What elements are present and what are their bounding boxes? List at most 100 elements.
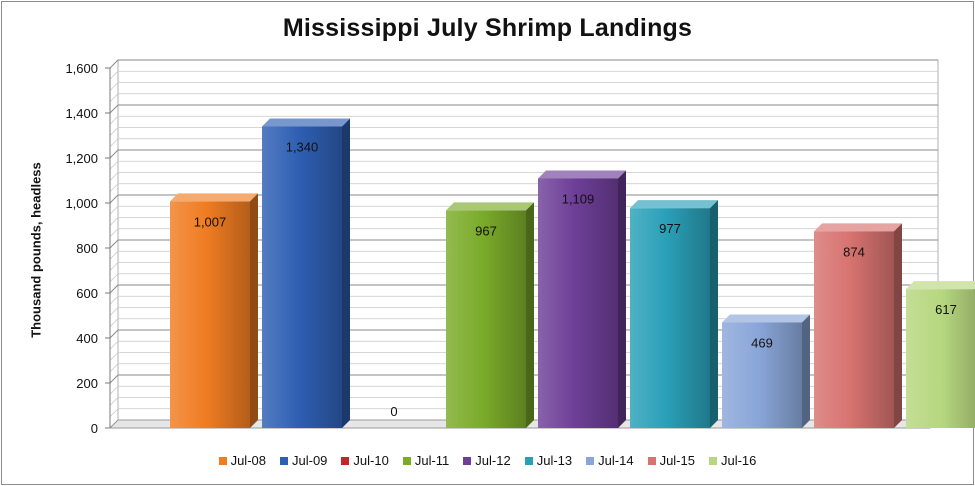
legend-swatch	[280, 456, 288, 465]
minor-gridline	[109, 363, 119, 373]
minor-gridline	[109, 408, 119, 418]
bar	[538, 178, 618, 428]
bar-top	[446, 202, 534, 211]
y-tick-label: 200	[76, 376, 98, 391]
bar-top	[262, 118, 350, 127]
legend-item: Jul-11	[402, 453, 450, 468]
legend-label: Jul-08	[230, 453, 266, 468]
chart-title: Mississippi July Shrimp Landings	[282, 14, 693, 42]
legend-swatch	[586, 456, 595, 465]
minor-gridline	[109, 82, 119, 91]
bar	[906, 289, 975, 428]
minor-gridline	[109, 93, 119, 103]
legend-item: Jul-13	[524, 453, 573, 468]
legend-swatch	[218, 456, 227, 465]
bar-top	[170, 193, 258, 202]
bar-side	[894, 223, 902, 428]
bar-side	[618, 170, 626, 428]
bar	[262, 126, 342, 428]
y-tick-label: 1,600	[65, 61, 98, 76]
gridline	[109, 284, 119, 294]
legend-item: Jul-16	[708, 453, 757, 468]
legend-item: Jul-10	[341, 453, 389, 468]
y-tick-label: 1,400	[65, 106, 98, 121]
legend-item: Jul-15	[647, 453, 695, 468]
legend-label: Jul-10	[353, 453, 389, 468]
bar	[814, 231, 894, 428]
bar	[170, 201, 250, 428]
y-tick-label: 800	[76, 241, 98, 256]
gridline	[109, 374, 119, 384]
bar-side	[526, 202, 534, 428]
minor-gridline	[109, 397, 119, 406]
minor-gridline	[109, 160, 119, 170]
data-label: 617	[935, 302, 957, 317]
legend-label: Jul-11	[414, 453, 450, 468]
bar-side	[342, 118, 350, 428]
y-tick-label: 1,200	[65, 151, 98, 166]
minor-gridline	[109, 262, 119, 271]
minor-gridline	[109, 318, 119, 328]
bar-top	[538, 170, 626, 179]
y-tick-label: 1,000	[65, 196, 98, 211]
legend-item: Jul-08	[218, 453, 266, 468]
legend-swatch	[708, 456, 717, 465]
bars	[170, 118, 975, 428]
minor-gridline	[109, 340, 119, 350]
legend-label: Jul-14	[598, 453, 634, 468]
bar-top	[906, 281, 975, 290]
bar-top	[630, 200, 718, 209]
y-tick-label: 0	[91, 421, 98, 436]
gridline	[109, 194, 119, 204]
legend-item: Jul-14	[586, 453, 634, 468]
gridline	[109, 104, 119, 114]
legend-label: Jul-12	[475, 453, 511, 468]
legend-swatch	[524, 456, 533, 465]
minor-gridline	[109, 70, 119, 80]
legend-swatch	[463, 456, 472, 465]
bar-top	[722, 314, 810, 323]
legend-swatch	[647, 456, 656, 465]
bar-side	[802, 314, 810, 428]
bar	[446, 210, 526, 428]
legend-label: Jul-13	[536, 453, 573, 468]
minor-gridline	[109, 217, 119, 226]
data-labels: 1,007 1,340 0 967 1,109 977 469 874 617	[194, 140, 957, 420]
bar	[722, 322, 802, 428]
bar	[630, 208, 710, 428]
legend-label: Jul-15	[659, 453, 695, 468]
gridline	[109, 149, 119, 159]
minor-gridline	[109, 172, 119, 181]
data-label: 469	[751, 335, 773, 350]
minor-gridline	[109, 115, 119, 125]
data-label: 1,007	[194, 214, 227, 229]
minor-gridline	[109, 138, 119, 148]
data-label: 874	[843, 244, 865, 259]
gridline	[109, 239, 119, 249]
data-label: 1,109	[562, 191, 595, 206]
data-label: 0	[390, 404, 397, 419]
bar-side	[250, 193, 258, 428]
bar-side	[710, 200, 718, 428]
legend: Jul-08 Jul-09 Jul-10 Jul-11 Jul-12 Jul-13 Jul-…	[0, 453, 975, 468]
minor-gridline	[109, 352, 119, 361]
bar-top	[814, 223, 902, 232]
data-label: 1,340	[286, 140, 319, 155]
legend-swatch	[341, 456, 350, 465]
minor-gridline	[109, 228, 119, 238]
legend-label: Jul-09	[292, 453, 328, 468]
minor-gridline	[109, 183, 119, 193]
legend-item: Jul-12	[463, 453, 511, 468]
minor-gridline	[109, 127, 119, 136]
minor-gridline	[109, 385, 119, 395]
data-label: 977	[659, 221, 681, 236]
y-tick-label: 400	[76, 331, 98, 346]
legend-swatch	[402, 456, 411, 465]
y-tick-label: 600	[76, 286, 98, 301]
legend-label: Jul-16	[720, 453, 757, 468]
minor-gridline	[109, 250, 119, 260]
minor-gridline	[109, 205, 119, 215]
gridline	[109, 329, 119, 339]
data-label: 967	[475, 223, 497, 238]
